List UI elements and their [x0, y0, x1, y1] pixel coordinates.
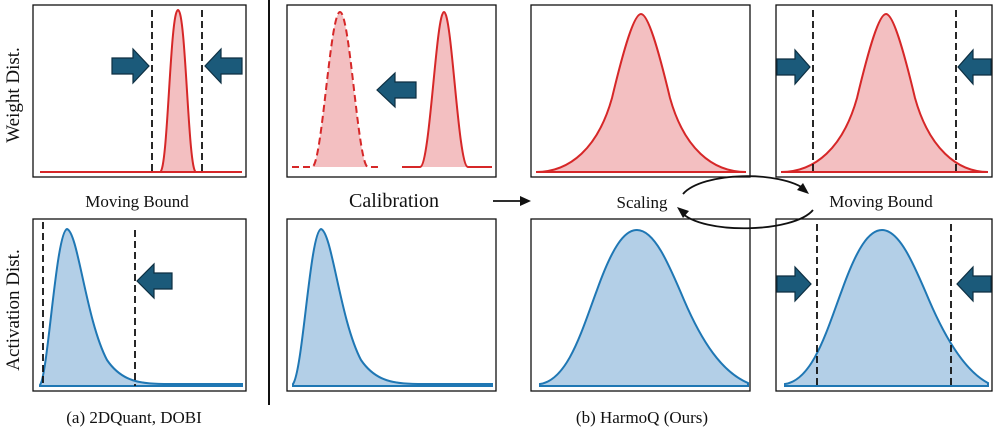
- weight-curve-wide: [780, 12, 989, 173]
- panel-b-weight-scaling: [530, 4, 751, 178]
- weight-curve-narrow: [40, 8, 242, 173]
- caption-a: (a) 2DQuant, DOBI: [66, 408, 202, 427]
- arrow-right-icon: [111, 47, 150, 85]
- panel-b-activation-calibration: [286, 218, 497, 392]
- arrow-left-icon: [136, 262, 173, 300]
- arrow-left-icon: [376, 71, 417, 109]
- weight-dist-row-label: Weight Dist.: [3, 47, 24, 143]
- panel-b-activation-moving-bound: [775, 218, 993, 392]
- activation-curve-broad: [784, 228, 989, 387]
- panel-a-activation: [32, 218, 247, 392]
- arrow-right-icon: [776, 265, 812, 303]
- arrow-right-icon: [776, 48, 811, 86]
- activation-dist-row-label: Activation Dist.: [3, 249, 24, 370]
- panel-b-weight-calibration: [286, 4, 497, 178]
- caption-b: (b) HarmoQ (Ours): [576, 408, 708, 427]
- activation-curve-broad: [539, 228, 749, 387]
- panel-b-activation-scaling: [530, 218, 751, 392]
- scaling-label: Scaling: [617, 193, 668, 212]
- arrow-left-icon: [204, 47, 243, 85]
- panel-b-weight-moving-bound: [775, 4, 993, 178]
- flow-arrow-icon: [493, 196, 531, 206]
- activation-curve-skewed: [292, 227, 493, 387]
- arrow-left-icon: [957, 48, 992, 86]
- moving-bound-label-a: Moving Bound: [85, 192, 189, 211]
- weight-curve-original: [402, 10, 492, 168]
- weight-curve-dashed-target: [292, 10, 378, 168]
- weight-curve-wide: [535, 12, 747, 173]
- arrow-left-icon: [956, 265, 992, 303]
- activation-curve-skewed: [39, 227, 243, 387]
- cycle-arrow-icon: [677, 175, 814, 230]
- panel-a-weight: [32, 4, 247, 178]
- calibration-label: Calibration: [349, 190, 439, 212]
- moving-bound-label-b: Moving Bound: [829, 192, 933, 211]
